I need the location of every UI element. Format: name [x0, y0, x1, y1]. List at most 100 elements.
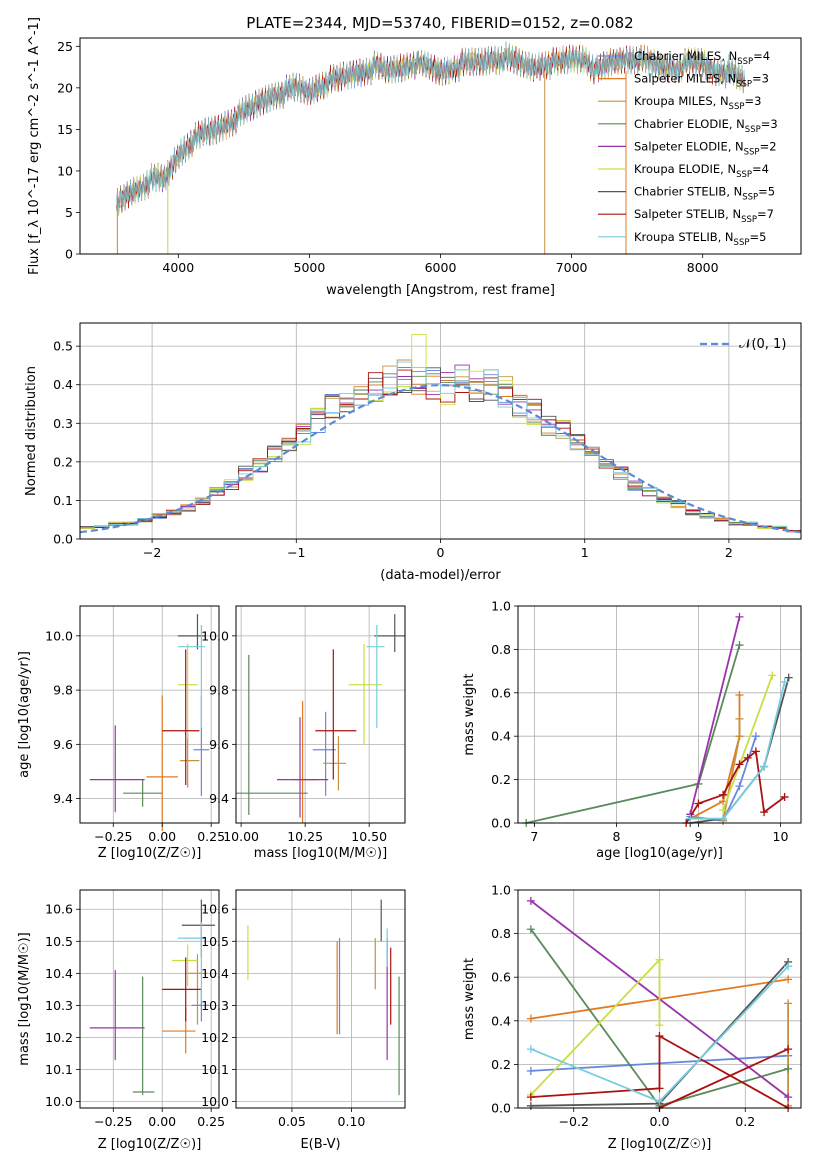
weight-series: [719, 671, 777, 814]
y-tick-label: 0.2: [491, 772, 511, 787]
y-tick-label: 0.3: [53, 416, 73, 431]
data-point: [162, 1008, 196, 1054]
weight-marker: [784, 673, 793, 682]
y-tick-label: 15: [57, 122, 73, 137]
weight-line: [722, 675, 774, 811]
plot-area: [89, 899, 216, 1096]
legend: Chabrier MILES, NSSP=4 Salpeter MILES, NS…: [598, 49, 778, 248]
y-axis-label: mass weight: [462, 958, 477, 1040]
y-tick-label: 9.4: [209, 791, 229, 806]
y-tick-label: 10.4: [201, 966, 229, 981]
weight-line: [659, 1048, 789, 1109]
x-axis-label: Z [log10(Z/Z☉)]: [98, 1137, 202, 1152]
data-point: [276, 717, 329, 818]
legend-label: Kroupa ELODIE, NSSP=4: [634, 162, 769, 180]
x-tick-label: 4000: [162, 260, 194, 275]
y-tick-label: 0.4: [53, 377, 73, 392]
plot-area: [80, 334, 801, 534]
x-tick-label: 0.00: [148, 1114, 176, 1129]
weight-marker: [735, 641, 744, 650]
weight-line: [526, 644, 741, 824]
axes-frame: [517, 605, 802, 824]
x-axis-label: E(B-V): [300, 1137, 340, 1152]
axes-frame: [79, 37, 802, 255]
x-tick-label: 0.10: [338, 1114, 366, 1129]
weight-marker: [735, 760, 744, 769]
weight-marker: [743, 753, 752, 762]
y-tick-label: 10.5: [45, 934, 73, 949]
data-point: [172, 944, 198, 987]
legend-label: Chabrier STELIB, NSSP=5: [634, 185, 775, 203]
weight-marker: [655, 1084, 664, 1093]
plot-area: [247, 899, 400, 1096]
x-axis-label: age [log10(age/yr)]: [596, 846, 723, 861]
data-point: [374, 614, 405, 653]
plot-area: [526, 896, 793, 1112]
y-axis-label: Normed distribution: [24, 366, 39, 496]
weight-marker: [719, 814, 728, 823]
weight-marker: [526, 925, 535, 934]
legend-label: Salpeter STELIB, NSSP=7: [634, 207, 774, 225]
axes-frame: [235, 889, 406, 1109]
weight-marker: [526, 1045, 535, 1054]
x-tick-label: −0.25: [94, 1114, 132, 1129]
y-tick-label: 10.3: [201, 998, 229, 1013]
y-axis-label: mass weight: [462, 673, 477, 755]
weight-marker: [526, 1014, 535, 1023]
x-tick-label: 0.25: [197, 1114, 225, 1129]
x-tick-label: −0.2: [559, 1114, 589, 1129]
x-tick-label: 10.00: [223, 829, 259, 844]
data-point: [89, 970, 145, 1060]
data-point: [132, 976, 155, 1096]
y-axis-label: age [log10(age/yr)]: [17, 651, 32, 778]
weight-marker: [784, 962, 793, 971]
axes-frame: [517, 889, 802, 1109]
x-tick-label: 10.25: [287, 829, 323, 844]
spectrum-axes: 4000 5000 6000 7000 8000 0 5 10 15 20 25 wavelength…: [27, 17, 802, 298]
weight-marker: [780, 792, 789, 801]
y-tick-label: 9.8: [53, 683, 73, 698]
x-tick-label: 5000: [294, 260, 326, 275]
x-tick-label: −1: [287, 545, 305, 560]
weight-marker: [760, 762, 769, 771]
weight-series: [526, 962, 793, 1106]
x-axis-label: wavelength [Angstrom, rest frame]: [326, 283, 555, 298]
y-tick-label: 1.0: [491, 599, 511, 614]
y-axis-label: mass [log10(M/M☉)]: [17, 932, 32, 1065]
axes-frame: [79, 322, 802, 540]
y-tick-label: 10.6: [45, 902, 73, 917]
y-tick-label: 0.2: [491, 1057, 511, 1072]
weight-marker: [735, 690, 744, 699]
weight-marker: [784, 1045, 793, 1054]
x-axis-label: mass [log10(M/M☉)]: [254, 846, 387, 861]
data-point: [312, 711, 336, 796]
legend-label: Kroupa STELIB, NSSP=5: [634, 230, 766, 248]
weight-series: [686, 612, 744, 819]
gaussian-legend-label: 𝒩(0, 1): [739, 337, 786, 352]
y-tick-label: 5: [65, 205, 73, 220]
y-tick-label: 20: [57, 80, 73, 95]
x-tick-label: 0.25: [197, 829, 225, 844]
y-tick-label: 10.0: [45, 628, 73, 643]
weight-series: [682, 747, 789, 827]
y-tick-label: 0.0: [53, 532, 73, 547]
y-tick-label: 0.2: [53, 454, 73, 469]
y-tick-label: 0.8: [491, 642, 511, 657]
weight-marker: [735, 782, 744, 791]
weight-marker: [751, 732, 760, 741]
y-tick-label: 10.2: [45, 1030, 73, 1045]
weight-marker: [784, 999, 793, 1008]
x-tick-label: 0.2: [735, 1114, 755, 1129]
data-point: [177, 614, 206, 650]
weight-marker: [784, 1064, 793, 1073]
y-tick-label: 0.8: [491, 926, 511, 941]
y-axis-label: Flux [f_λ 10^-17 erg cm^-2 s^-1 A^-1]: [27, 17, 42, 275]
data-point: [179, 733, 200, 788]
x-tick-label: 0: [437, 545, 445, 560]
x-tick-label: 2: [725, 545, 733, 560]
weight-marker: [784, 1093, 793, 1102]
data-point: [123, 779, 163, 807]
weight-marker: [526, 896, 535, 905]
x-tick-label: 0.05: [278, 1114, 306, 1129]
